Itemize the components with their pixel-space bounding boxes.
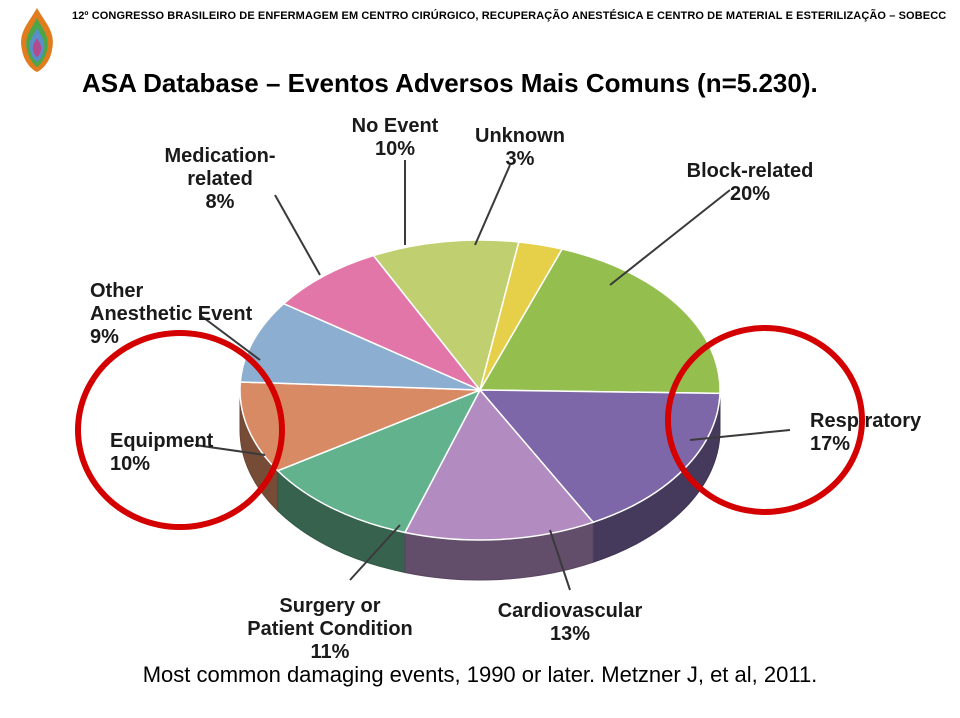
- header-text: 12º CONGRESSO BRASILEIRO DE ENFERMAGEM E…: [72, 10, 930, 22]
- leader-line: [275, 195, 320, 275]
- logo-flame-icon: [10, 4, 64, 76]
- slice-label: Medication-related8%: [164, 145, 275, 214]
- slice-label: No Event10%: [352, 115, 439, 161]
- highlight-circle: [665, 325, 865, 515]
- footer-citation: Most common damaging events, 1990 or lat…: [0, 662, 960, 688]
- pie-chart: Block-related20%Respiratory17%Cardiovasc…: [50, 100, 910, 660]
- slice-label: Block-related20%: [687, 160, 814, 206]
- slice-label: Surgery orPatient Condition11%: [247, 595, 413, 664]
- page-title: ASA Database – Eventos Adversos Mais Com…: [82, 68, 818, 99]
- leader-line: [475, 165, 510, 245]
- highlight-circle: [75, 330, 285, 530]
- pie-top: [240, 240, 720, 540]
- slice-label: Cardiovascular13%: [498, 600, 643, 646]
- slice-label: Unknown3%: [475, 125, 565, 171]
